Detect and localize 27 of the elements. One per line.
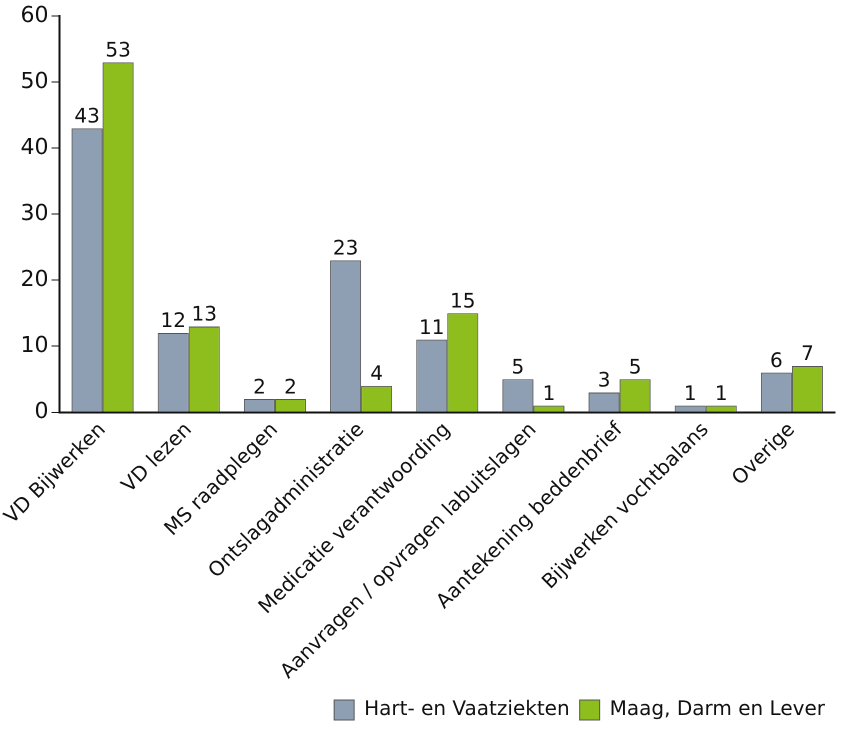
y-tick-label: 30 (20, 200, 49, 226)
data-label: 2 (284, 374, 297, 398)
y-tick-label: 0 (34, 398, 49, 424)
data-label: 3 (598, 368, 610, 392)
data-label: 12 (160, 308, 186, 332)
data-label: 43 (74, 104, 100, 128)
data-label: 4 (370, 361, 383, 386)
data-label: 1 (542, 380, 556, 405)
data-label: 1 (684, 380, 697, 405)
legend-label: Hart- en Vaatziekten (364, 696, 570, 720)
y-tick-label: 10 (20, 332, 49, 358)
legend-label: Maag, Darm en Lever (610, 696, 826, 720)
data-label: 11 (419, 314, 444, 339)
data-label: 7 (801, 341, 814, 366)
y-tick-label: 50 (20, 68, 49, 94)
data-label: 1 (714, 380, 728, 405)
data-label: 13 (192, 302, 218, 326)
y-tick-label: 20 (20, 266, 49, 292)
data-label: 53 (105, 38, 131, 62)
data-label: 5 (628, 354, 642, 378)
data-label: 2 (253, 374, 266, 398)
y-tick-label: 60 (20, 2, 49, 28)
y-tick-label: 40 (20, 134, 49, 160)
data-label: 6 (770, 348, 783, 372)
data-label: 23 (332, 236, 358, 260)
data-label: 15 (450, 288, 476, 312)
data-label: 5 (512, 354, 524, 378)
